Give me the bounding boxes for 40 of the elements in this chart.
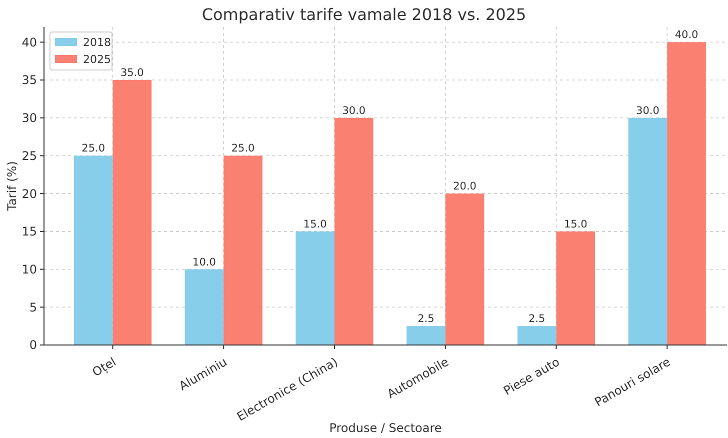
y-tick-label: 15: [22, 224, 37, 239]
data-label: 20.0: [453, 180, 476, 193]
bar: [296, 231, 334, 345]
data-label: 15.0: [303, 218, 327, 230]
y-tick-label: 5: [29, 300, 37, 314]
y-tick-label: 40: [22, 35, 37, 50]
legend-label: 2018: [83, 36, 111, 49]
data-label: 40.0: [674, 29, 698, 42]
data-label: 10.0: [192, 256, 216, 268]
data-label: 25.0: [231, 142, 255, 155]
x-axis-title: Produse / Sectoare: [329, 421, 442, 435]
bar: [334, 118, 374, 345]
bar: [112, 80, 152, 345]
y-tick-label: 20: [22, 186, 37, 201]
legend-label: 2025: [83, 52, 111, 66]
data-label: 25.0: [82, 142, 106, 155]
x-tick-label: Oțel: [90, 354, 118, 380]
data-label: 15.0: [564, 218, 588, 230]
bar: [406, 326, 446, 345]
data-label: 30.0: [342, 104, 366, 117]
data-label: 35.0: [120, 67, 144, 79]
bar: [445, 194, 484, 345]
y-axis-title: Tarif (%): [5, 161, 19, 212]
y-tick-label: 35: [22, 73, 37, 88]
y-tick-label: 0: [29, 338, 37, 352]
data-label: 30.0: [636, 104, 660, 117]
data-label: 2.5: [418, 313, 434, 326]
y-tick-label: 30: [22, 111, 37, 126]
x-tick-label: Piese auto: [501, 354, 562, 398]
data-label: 2.5: [528, 313, 546, 326]
chart-title: Comparativ tarife vamale 2018 vs. 2025: [202, 5, 526, 24]
bar: [517, 326, 556, 345]
bar: [184, 269, 224, 345]
y-tick-label: 25: [22, 148, 37, 163]
bar: [667, 42, 706, 345]
bar: [628, 118, 668, 345]
bar: [556, 231, 596, 345]
bar: [74, 156, 113, 345]
bar: [224, 156, 262, 345]
y-tick-label: 10: [22, 262, 37, 276]
